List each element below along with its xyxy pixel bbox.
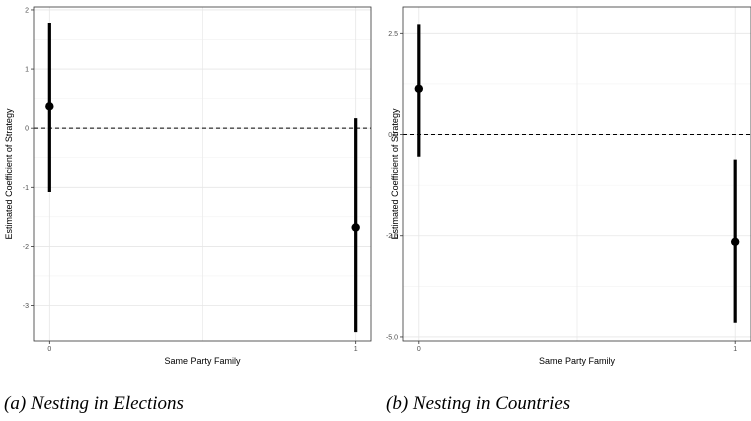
caption-b: (b) Nesting in Countries (386, 393, 571, 414)
y-tick-label: -2 (23, 244, 29, 251)
panel-border (33, 6, 372, 342)
x-tick-label: 0 (47, 346, 51, 353)
x-tick-label: 1 (733, 346, 737, 353)
y-tick-label: -5.0 (386, 334, 398, 341)
panel-a: 2 1 0 -1 -2 -3 0 1 Same Party Family Estimated Co… (4, 6, 372, 366)
y-axis-label: Estimated Coefficient of Strategy (4, 108, 14, 239)
y-tick-label: 0 (25, 126, 29, 133)
panel-b: 2.5 0.0 -2.5 -5.0 0 1 Same Party Family Estimat… (386, 6, 751, 366)
point-estimate-0 (414, 84, 424, 93)
caption-a: (a) Nesting in Elections (4, 393, 184, 414)
y-tick-label: -3 (23, 303, 29, 310)
y-tick-label: -2.5 (386, 233, 398, 240)
x-tick-label: 1 (354, 346, 358, 353)
y-tick-label: 1 (25, 67, 29, 74)
y-tick-label: 0.0 (388, 132, 398, 139)
x-axis-label: Same Party Family (539, 356, 616, 366)
x-tick-label: 0 (417, 346, 421, 353)
y-tick-label: 2 (25, 7, 29, 14)
y-tick-label: -1 (23, 185, 29, 192)
y-tick-label: 2.5 (388, 31, 398, 38)
x-axis-label: Same Party Family (164, 356, 241, 366)
point-estimate-0 (45, 102, 54, 111)
point-estimate-1 (351, 223, 360, 232)
panel-border (402, 6, 751, 342)
point-estimate-1 (730, 237, 740, 247)
y-axis-label: Estimated Coefficient of Strategy (390, 108, 400, 239)
